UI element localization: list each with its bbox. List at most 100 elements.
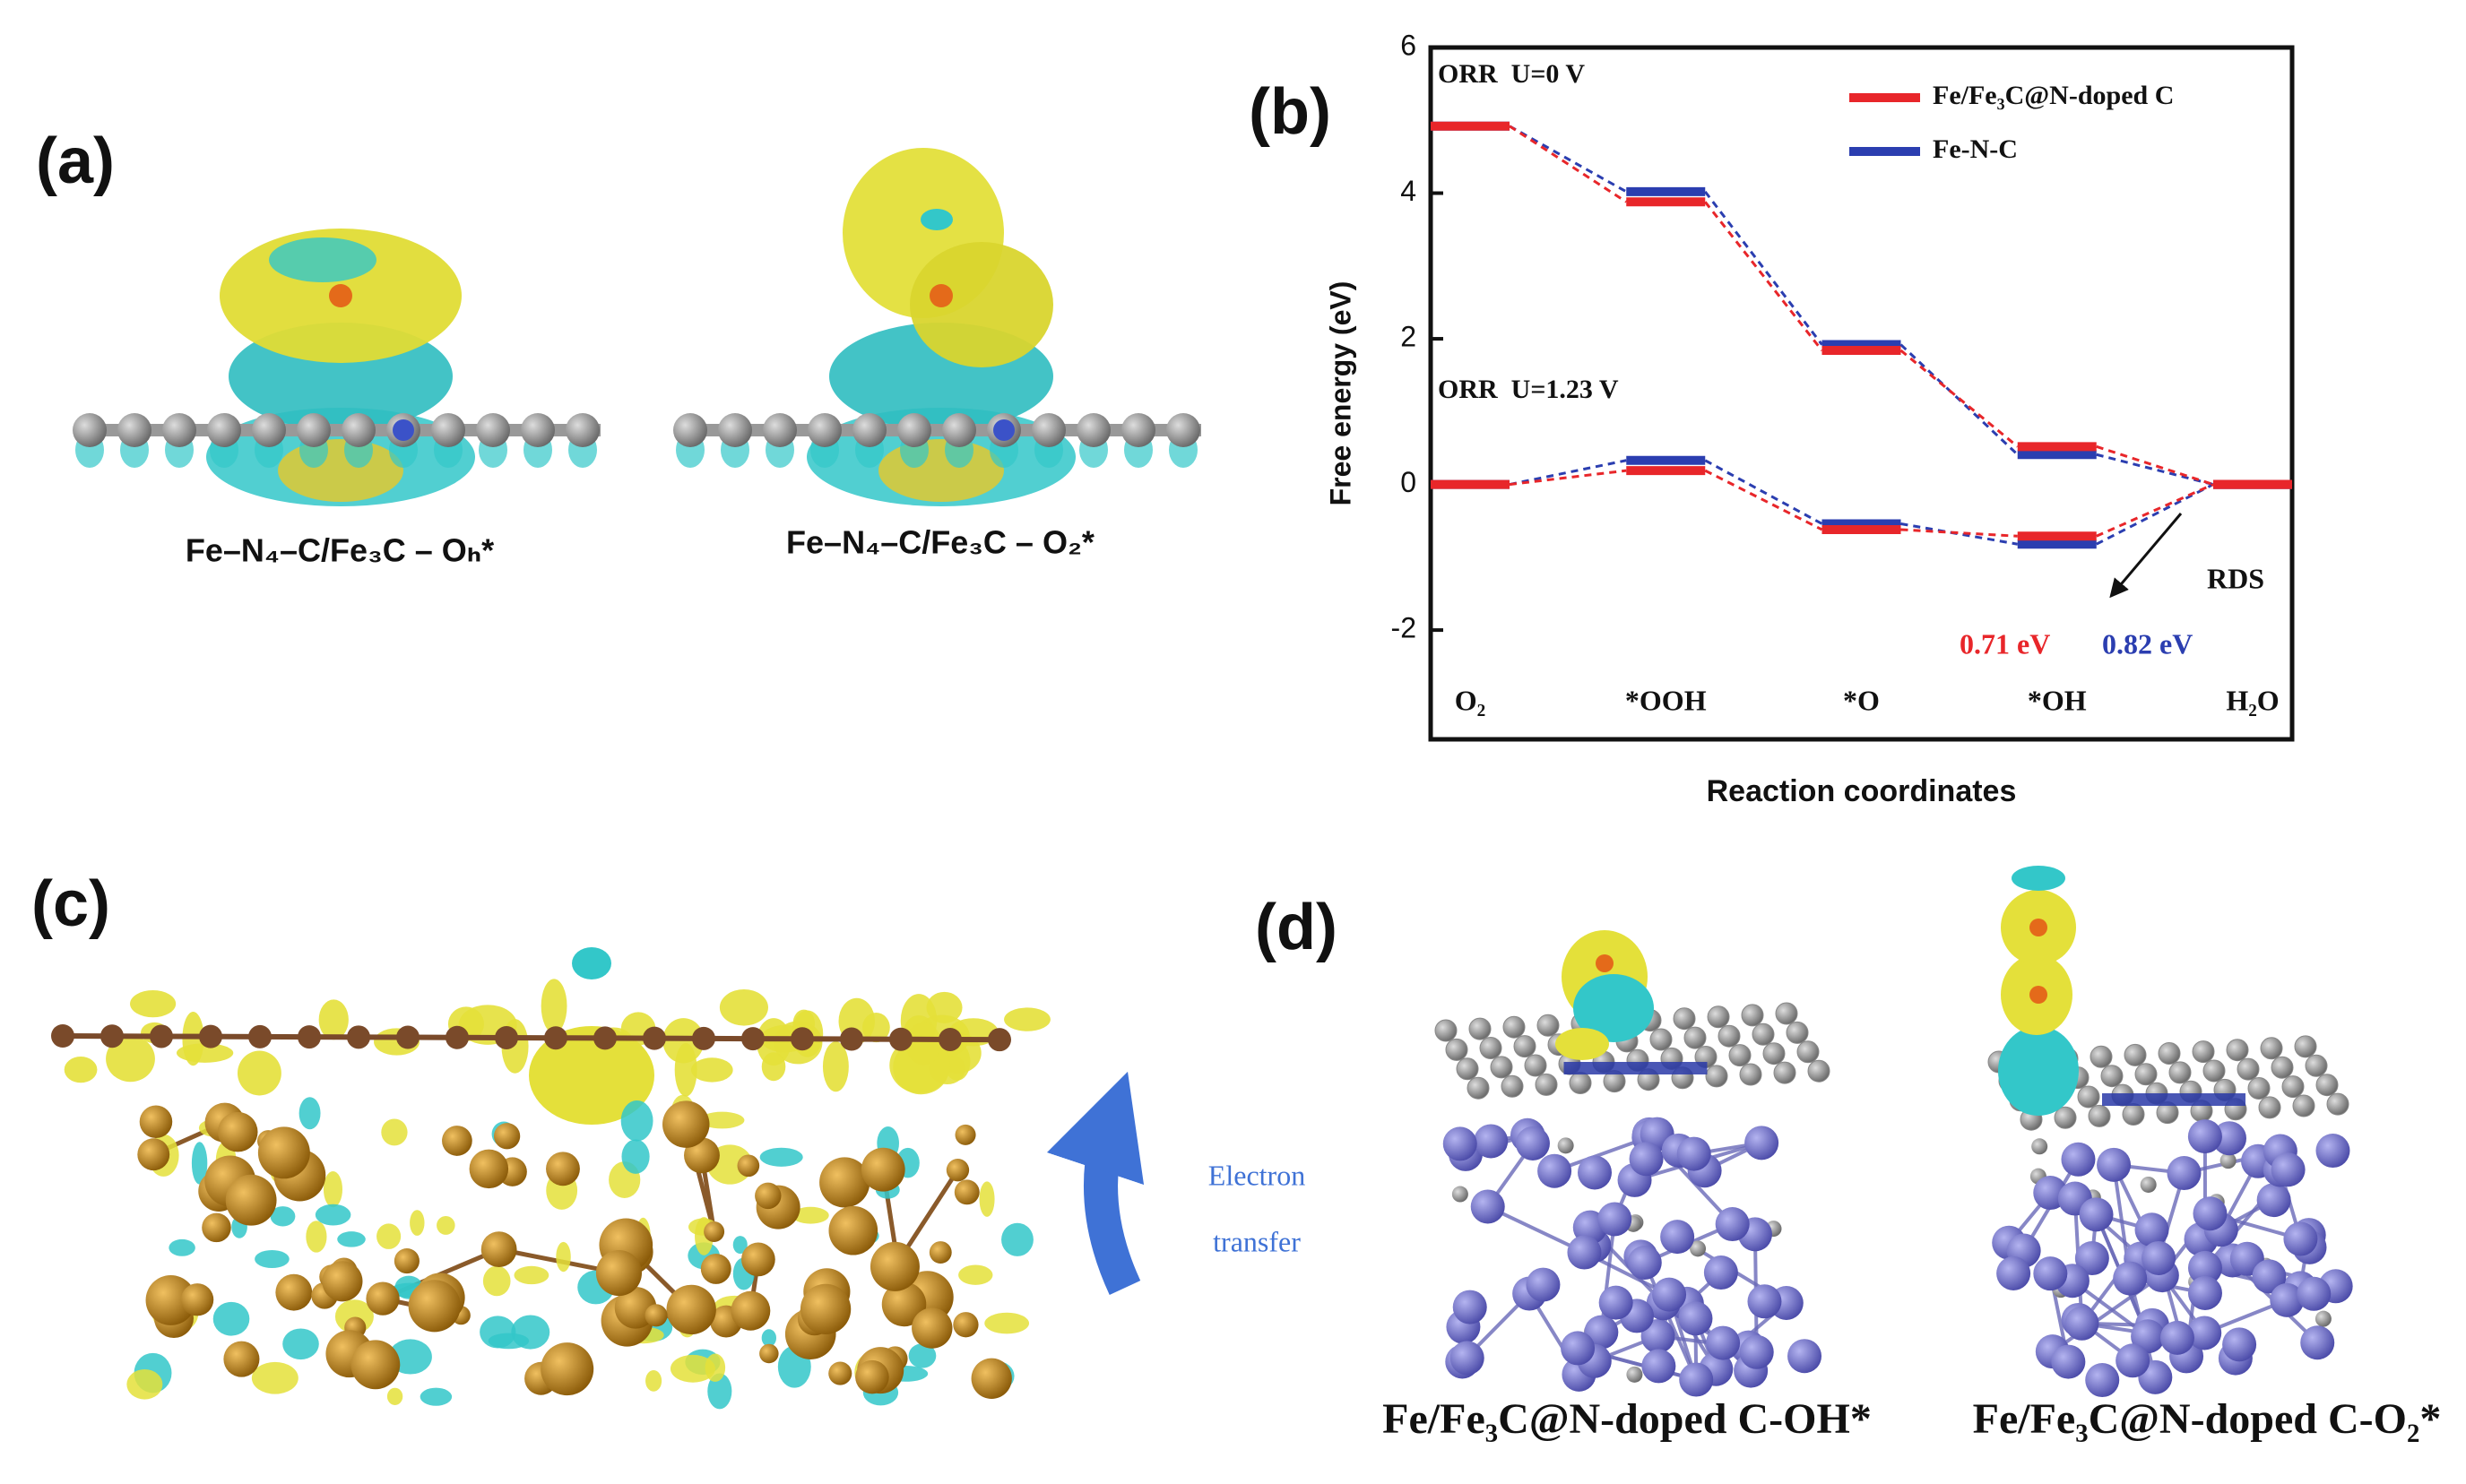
yellow-density [958,1264,993,1285]
yellow-density [674,1042,697,1097]
cyan-density [908,1343,937,1368]
iron-atom [2271,1152,2306,1187]
iron-atom [137,1138,170,1171]
yellow-density [862,1013,890,1043]
iron-atom [1739,1334,1774,1369]
panel-label: (c) [31,868,110,940]
iron-atom [1452,1290,1487,1324]
carbon-atom [2292,1094,2315,1117]
iron-atom [225,1174,277,1226]
x-category-label: H₂O [2226,684,2279,716]
iron-atom [217,1111,258,1152]
iron-atom [881,1281,927,1327]
yellow-density [386,1387,403,1405]
cyan-density [315,1204,351,1226]
carbon-atom [1166,413,1200,447]
carbon-atom [2134,1063,2158,1086]
carbon-atom [1707,1005,1730,1029]
condition-label: ORR U=1.23 V [1438,375,1619,404]
carbon-atom [1536,1014,1560,1037]
carbon-atom [476,413,510,447]
iron-atom [704,1221,725,1242]
cyan-density [270,1206,296,1227]
carbon-atom [2168,1061,2192,1084]
rds-arrow [2109,513,2183,599]
iron-atom [971,1358,1012,1399]
yellow-density [699,1111,745,1129]
yellow-density [761,1052,786,1082]
iron-atom [2074,1241,2109,1276]
carbon-atom [1773,1061,1796,1084]
carbon-atom [1434,1019,1458,1042]
iron-atom [1679,1362,1714,1397]
iron-atom [1470,1189,1505,1224]
iron-atom [442,1126,472,1156]
x-category-label: *O [1843,684,1880,716]
carbon-atom [1479,1037,1502,1059]
caption: Fe/Fe₃C@N-doped C-O₂* [1973,1395,2442,1443]
cyan-density [191,1142,208,1185]
iron-atom [855,1359,889,1394]
iron-atom [666,1284,716,1335]
caption: Fe/Fe₃C@N-doped C-OH* [1382,1395,1872,1443]
y-tick-label: 6 [1400,29,1416,61]
yellow-density [237,1050,281,1096]
iron-atom [394,1248,420,1274]
carbon-atom [297,413,331,447]
iron-atom [731,1290,771,1331]
carbon-atom [199,1024,222,1048]
iron-atom [1703,1255,1738,1290]
iron-atom [861,1147,905,1192]
carbon-atom [1796,1040,1820,1064]
energy-diagram: -2 0 2 4 6 Free energy (eV) Reaction coordinat… [1324,29,2295,808]
iron-atom [737,1154,760,1178]
iron-atom [145,1274,196,1325]
iron-atom [741,1242,775,1277]
carbon-atom [2258,1096,2281,1119]
carbon-atom [1451,1186,1468,1203]
iron-atom [1442,1126,1477,1161]
iron-atom [1996,1255,2031,1290]
cyan-density [1001,1222,1034,1256]
carbon-atom [2054,1106,2077,1129]
carbon-atom [1807,1059,1830,1083]
transfer-arrow [1046,1071,1145,1295]
iron-atom [953,1312,979,1338]
iron-atom [800,1283,852,1335]
carbon-atom [252,413,286,447]
x-category-label: O₂ [1455,684,1485,716]
caption: Fe–N₄–C/Fe₃C – O₂* [786,524,1095,561]
yellow-density [878,439,1004,502]
iron-atom [2134,1212,2169,1247]
cyan-density [732,1236,748,1255]
carbon-atom [1786,1021,1809,1044]
yellow-density [482,1265,511,1297]
carbon-atom [1569,1072,1592,1094]
connector [1509,125,1627,194]
carbon-atom [840,1027,863,1051]
carbon-atom [1775,1002,1798,1025]
cyan-density [299,1097,321,1130]
carbon-atom [718,413,752,447]
carbon-atom [2237,1057,2260,1081]
carbon-atom [763,413,797,447]
iron-atom [1640,1319,1675,1354]
iron-atom [2252,1259,2287,1294]
iron-atom [139,1105,173,1139]
y-tick-label: -2 [1391,612,1416,644]
carbon-atom [248,1024,272,1048]
iron-atom [2300,1325,2335,1360]
carbon-atom [2315,1074,2339,1097]
carbon-atom [852,413,887,447]
iron-atom [2222,1327,2257,1362]
iron-atom [1515,1126,1550,1160]
carbon-atom [1557,1137,1574,1154]
yellow-density [719,989,768,1026]
carbon-atom [2281,1075,2305,1099]
carbon-atom [1524,1054,1547,1077]
iron-atom [223,1341,260,1377]
carbon-atom [2294,1035,2317,1058]
iron-atom [2193,1196,2228,1231]
iron-atom [912,1307,953,1349]
carbon-atom [2140,1176,2157,1193]
